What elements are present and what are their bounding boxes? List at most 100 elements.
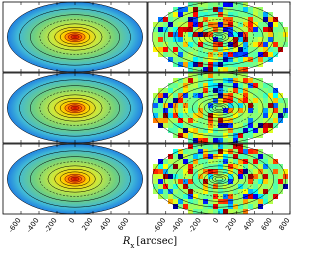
map-cell bbox=[273, 174, 278, 179]
contour bbox=[214, 176, 224, 182]
map-cell bbox=[178, 174, 183, 179]
map-cell bbox=[153, 47, 158, 52]
map-cell bbox=[178, 57, 183, 62]
map-cell bbox=[253, 52, 258, 57]
map-cell bbox=[188, 118, 193, 123]
map-cell bbox=[213, 113, 218, 118]
map-cell bbox=[233, 93, 238, 98]
map-cell bbox=[183, 52, 188, 57]
map-cell bbox=[163, 88, 168, 93]
map-cell bbox=[243, 27, 248, 32]
map-cell bbox=[248, 47, 253, 52]
map-cell bbox=[213, 27, 218, 32]
map-cell bbox=[198, 88, 203, 93]
map-cell bbox=[278, 113, 283, 118]
map-cell bbox=[273, 108, 278, 113]
map-cell bbox=[243, 154, 248, 159]
map-cell bbox=[228, 22, 233, 27]
map-cell bbox=[228, 194, 233, 199]
map-cell bbox=[193, 67, 198, 72]
map-cell bbox=[268, 159, 273, 164]
map-cell bbox=[248, 128, 253, 133]
map-cell bbox=[243, 138, 248, 143]
map-cell bbox=[268, 169, 273, 174]
map-cell bbox=[203, 159, 208, 164]
map-cell bbox=[253, 12, 258, 17]
map-cell bbox=[173, 204, 178, 209]
map-cell bbox=[208, 98, 213, 103]
map-cell bbox=[263, 37, 268, 42]
map-cell bbox=[243, 83, 248, 88]
map-cell bbox=[178, 98, 183, 103]
map-cell bbox=[188, 78, 193, 83]
map-cell bbox=[283, 42, 288, 47]
map-cell bbox=[198, 93, 203, 98]
map-cell bbox=[233, 164, 238, 169]
map-cell bbox=[218, 118, 223, 123]
contour bbox=[47, 165, 103, 193]
map-cell bbox=[178, 159, 183, 164]
map-cell bbox=[223, 189, 228, 194]
map-cell bbox=[208, 83, 213, 88]
map-cell bbox=[223, 113, 228, 118]
map-cell bbox=[163, 179, 168, 184]
map-cell bbox=[168, 169, 173, 174]
map-cell bbox=[248, 88, 253, 93]
map-cell bbox=[258, 128, 263, 133]
x-tick-label: -400 bbox=[169, 217, 185, 235]
map-cell bbox=[243, 159, 248, 164]
map-cell bbox=[208, 184, 213, 189]
map-cell bbox=[248, 103, 253, 108]
map-cell bbox=[258, 108, 263, 113]
map-cell bbox=[208, 2, 213, 7]
map-cell bbox=[233, 78, 238, 83]
map-cell bbox=[263, 12, 268, 17]
map-cell bbox=[238, 12, 243, 17]
map-cell bbox=[203, 67, 208, 72]
map-cell bbox=[183, 169, 188, 174]
map-cell bbox=[198, 189, 203, 194]
map-cell bbox=[208, 199, 213, 204]
map-cell bbox=[283, 98, 288, 103]
map-cell bbox=[168, 17, 173, 22]
map-cell bbox=[223, 149, 228, 154]
map-cell bbox=[173, 37, 178, 42]
map-cell bbox=[168, 57, 173, 62]
map-cell bbox=[238, 133, 243, 138]
map-cell bbox=[178, 17, 183, 22]
map-cell bbox=[228, 154, 233, 159]
map-cell bbox=[238, 57, 243, 62]
map-cell bbox=[263, 128, 268, 133]
map-cell bbox=[198, 22, 203, 27]
map-cell bbox=[273, 17, 278, 22]
map-cell bbox=[238, 159, 243, 164]
map-cell bbox=[158, 98, 163, 103]
map-cell bbox=[183, 118, 188, 123]
map-cell bbox=[178, 189, 183, 194]
map-cell bbox=[183, 42, 188, 47]
map-cell bbox=[173, 52, 178, 57]
map-cell bbox=[243, 88, 248, 93]
map-cell bbox=[158, 32, 163, 37]
map-cell bbox=[173, 149, 178, 154]
map-cell bbox=[203, 184, 208, 189]
map-cell bbox=[253, 149, 258, 154]
map-cell bbox=[258, 93, 263, 98]
map-cell bbox=[173, 133, 178, 138]
map-cell bbox=[153, 37, 158, 42]
map-cell bbox=[263, 32, 268, 37]
map-cell bbox=[188, 123, 193, 128]
map-cell bbox=[153, 169, 158, 174]
map-cell bbox=[198, 37, 203, 42]
map-cell bbox=[203, 17, 208, 22]
contour bbox=[64, 31, 86, 43]
map-cell bbox=[193, 204, 198, 209]
map-cell bbox=[153, 32, 158, 37]
map-cell bbox=[248, 17, 253, 22]
map-cell bbox=[218, 22, 223, 27]
contour bbox=[30, 156, 120, 202]
map-cell bbox=[278, 179, 283, 184]
map-cell bbox=[268, 108, 273, 113]
map-field bbox=[7, 73, 143, 143]
map-cell bbox=[173, 184, 178, 189]
